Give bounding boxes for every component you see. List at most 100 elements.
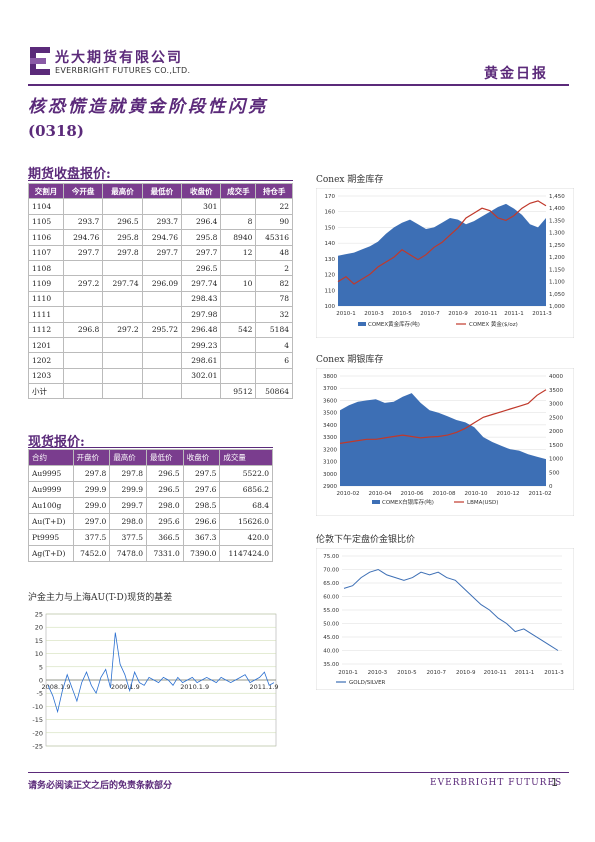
table-cell: Au9999 — [28, 481, 74, 498]
y-tick-label: -15 — [32, 716, 43, 724]
column-header: 合约 — [28, 449, 74, 466]
y-tick-label: -20 — [32, 729, 43, 737]
x-tick-label: 2008.1.9 — [42, 683, 71, 691]
table-cell: 32 — [255, 306, 293, 323]
y-left-tick-label: 3600 — [323, 398, 337, 404]
futures-row: 1109 297.2 297.74 296.09 297.74 10 82 — [28, 275, 293, 292]
y-left-tick-label: 150 — [325, 225, 336, 231]
table-cell: 377.5 — [109, 529, 148, 546]
y-tick-label: 45.00 — [323, 635, 339, 641]
table-cell: 2 — [255, 259, 293, 277]
y-tick-label: 40.00 — [323, 649, 339, 655]
x-tick-label: 2010-7 — [427, 670, 447, 676]
table-cell: 1109 — [28, 275, 64, 292]
legend-label-inventory: COMEX白银库存(吨) — [382, 498, 434, 506]
table-cell — [102, 290, 143, 308]
x-tick-label: 2011.1.9 — [250, 683, 279, 691]
x-tick-label: 2010-12 — [497, 491, 520, 497]
x-tick-label: 2010-5 — [392, 311, 412, 317]
table-cell: 1112 — [28, 321, 64, 338]
spot-section-title: 现货报价: — [28, 435, 85, 450]
legend-label-ratio: GOLD/SILVER — [349, 680, 386, 686]
x-tick-label: 2010-11 — [484, 670, 507, 676]
table-cell: 48 — [255, 244, 293, 261]
x-tick-label: 2010-02 — [337, 491, 360, 497]
table-cell — [62, 259, 104, 277]
y-tick-label: 55.00 — [323, 608, 339, 614]
x-tick-label: 2010-1 — [338, 670, 357, 676]
silver-price-line — [339, 389, 547, 444]
table-cell: 90 — [255, 213, 293, 231]
table-cell — [102, 367, 143, 385]
table-cell — [141, 367, 183, 385]
y-tick-label: -5 — [37, 690, 43, 698]
table-cell: 78 — [255, 290, 293, 308]
table-cell: 1105 — [28, 213, 64, 231]
header-divider — [28, 84, 569, 86]
x-tick-label: 2010-1 — [336, 311, 355, 317]
futures-row: 1202 298.61 6 — [28, 352, 293, 369]
table-cell: Ag(T+D) — [28, 545, 74, 562]
table-cell: 299.9 — [72, 481, 111, 498]
table-cell — [141, 290, 183, 308]
table-cell: 297.7 — [181, 244, 222, 261]
table-cell — [62, 290, 104, 308]
spot-row: Au9999 299.9 299.9 296.5 297.6 6856.2 — [28, 481, 273, 498]
inventory-area — [340, 393, 546, 486]
y-tick-label: 5 — [39, 663, 43, 671]
table-cell: 297.7 — [141, 244, 183, 261]
table-cell: 6856.2 — [219, 481, 273, 498]
x-tick-label: 2011-3 — [532, 311, 552, 317]
y-left-tick-label: 130 — [325, 257, 336, 263]
table-cell: 296.8 — [62, 321, 104, 338]
table-cell — [220, 306, 257, 323]
table-cell: 296.4 — [181, 213, 222, 231]
x-tick-label: 2011-3 — [544, 670, 564, 676]
legend-label-inventory: COMEX黄金库存(吨) — [368, 320, 420, 328]
table-cell — [141, 306, 183, 323]
table-cell: 297.8 — [102, 244, 143, 261]
table-cell: 298.0 — [146, 497, 184, 514]
table-cell: 296.48 — [181, 321, 222, 338]
y-left-tick-label: 3300 — [323, 435, 337, 441]
table-cell: 295.8 — [102, 229, 143, 246]
y-tick-label: 15 — [35, 637, 43, 645]
x-tick-label: 2009.1.9 — [111, 683, 140, 691]
futures-row: 1104 301 22 — [28, 198, 293, 215]
column-header: 持仓手 — [255, 182, 293, 200]
futures-row: 1112 296.8 297.2 295.72 296.48 542 5184 — [28, 321, 293, 338]
y-right-tick-label: 1,450 — [549, 194, 565, 200]
column-header: 交割月 — [28, 182, 64, 200]
futures-quote-table: 交割月 今开盘 最高价 最低价 收盘价 成交手 持仓手 1104 301 22 1105 293.7… — [28, 182, 293, 400]
footer-brand: EVERBRIGHT FUTURES — [430, 778, 563, 788]
x-tick-label: 2010-04 — [369, 491, 392, 497]
table-cell — [181, 383, 222, 400]
futures-section-title: 期货收盘报价: — [28, 167, 111, 182]
legend-label-price: COMEX 黄金($/oz) — [469, 320, 518, 328]
y-right-tick-label: 4000 — [549, 374, 563, 380]
column-header: 收盘价 — [182, 449, 221, 466]
table-cell: 298.0 — [109, 513, 148, 530]
table-cell: 7331.0 — [146, 545, 184, 562]
table-cell: 4 — [255, 336, 293, 354]
table-cell: 297.2 — [62, 275, 104, 292]
table-cell: 296.5 — [146, 481, 184, 498]
legend-swatch-inventory — [358, 322, 366, 326]
table-cell — [62, 367, 104, 385]
y-tick-label: 70.00 — [323, 568, 339, 574]
table-cell: 1106 — [28, 229, 64, 246]
y-tick-label: 35.00 — [323, 662, 339, 668]
table-cell: 10 — [220, 275, 257, 292]
y-left-tick-label: 170 — [325, 194, 336, 200]
table-cell: 299.7 — [109, 497, 148, 514]
table-cell: Au100g — [28, 497, 74, 514]
y-left-tick-label: 140 — [325, 241, 336, 247]
futures-row: 1111 297.98 32 — [28, 306, 293, 323]
column-header: 今开盘 — [62, 182, 104, 200]
y-right-tick-label: 1,100 — [549, 280, 565, 286]
ratio-series-line — [343, 568, 559, 651]
table-cell: 1201 — [28, 336, 64, 354]
table-cell: 299.23 — [181, 336, 222, 354]
y-right-tick-label: 1,200 — [549, 255, 565, 261]
table-cell — [141, 352, 183, 369]
